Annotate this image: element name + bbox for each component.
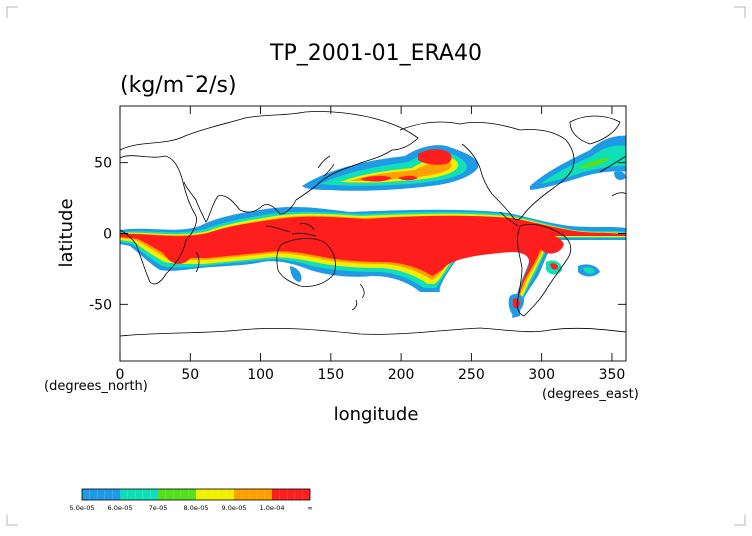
colorbar-swatch [272, 489, 310, 500]
y-axis-title: latitude [56, 198, 77, 267]
x-unit-label: (degrees_east) [542, 387, 639, 402]
np-band-orange [350, 160, 452, 181]
colorbar-swatch [196, 489, 234, 500]
na-band-lime [578, 158, 610, 168]
x-tick-label: 150 [317, 367, 344, 383]
colorbar-swatch [234, 489, 272, 500]
colorbar-label: 6.0e-05 [108, 504, 133, 512]
coast-madagascar [195, 251, 200, 273]
colorbar: 5.0e-05 6.0e-05 7e-05 8.0e-05 9.0e-05 1.0e-04… [70, 488, 313, 512]
coast-greenland [569, 115, 621, 145]
colorbar-label: 5.0e-05 [70, 504, 95, 512]
coast-south-america [516, 224, 572, 317]
plot-area [120, 106, 626, 361]
x-tick-label: 350 [599, 367, 626, 383]
x-tick-label: 200 [388, 367, 415, 383]
tropical-rain-belt [120, 206, 626, 318]
coast-indonesia [265, 223, 317, 237]
x-tick-label: 300 [528, 367, 555, 383]
colorbar-label: 8.0e-05 [184, 504, 209, 512]
coast-europe-wrap [599, 155, 626, 197]
x-axis-title: longitude [334, 404, 419, 425]
colorbar-label: 1.0e-04 [260, 504, 285, 512]
x-tick-label: 0 [116, 367, 125, 383]
np-band-red [418, 149, 452, 165]
north-atlantic-storm-track [530, 135, 626, 190]
coast-australia [276, 238, 336, 287]
corner-mark-bottom-left [6, 514, 18, 526]
coast-antarctica [120, 327, 626, 337]
coastlines [120, 111, 626, 337]
coast-japan [317, 155, 335, 177]
colorbar-frame [81, 488, 311, 501]
corner-mark-top-right [734, 6, 746, 18]
corner-mark-top-left [6, 6, 18, 18]
na-band-green [540, 145, 626, 184]
colorbar-swatch [120, 489, 158, 500]
coast-central-america [499, 211, 519, 227]
y-tick-label: 50 [94, 156, 112, 172]
australia-blue [290, 266, 302, 282]
south-america-patch-red [550, 263, 558, 270]
colorbar-swatch [82, 489, 120, 500]
chart-title: TP_2001-01_ERA40 [269, 41, 482, 66]
colorbar-label: 7e-05 [149, 504, 168, 512]
np-band-red-c [398, 175, 418, 181]
x-tick-label: 50 [181, 367, 199, 383]
patagonia-red [513, 298, 520, 309]
y-unit-label: (degrees_north) [44, 379, 148, 394]
x-axis-ticks: 0 50 100 150 200 250 300 350 [116, 106, 626, 383]
belt-red-west-pacific [240, 216, 339, 239]
x-tick-label: 250 [458, 367, 485, 383]
x-tick-label: 100 [247, 367, 274, 383]
coast-eurasia [120, 111, 419, 223]
belt-red-south-america [535, 234, 564, 254]
coast-africa [120, 155, 197, 285]
colorbar-swatch [158, 489, 196, 500]
north-pacific-storm-track [302, 145, 479, 191]
coast-north-america [399, 121, 575, 220]
y-tick-label: 0 [103, 227, 112, 243]
colorbar-label: ∞ [307, 504, 312, 512]
np-band-red-b [360, 175, 392, 182]
belt-red-main [120, 215, 626, 296]
chart-units: (kg/m¯2/s) [120, 73, 237, 98]
colorbar-label: 9.0e-05 [222, 504, 247, 512]
corner-mark-bottom-right [734, 514, 746, 526]
y-tick-label: -50 [89, 297, 112, 313]
coast-new-zealand [351, 283, 365, 311]
na-blob-east [614, 171, 626, 180]
y-axis-ticks: -50 0 50 [89, 156, 626, 313]
south-atlantic-patch-green [583, 267, 595, 274]
